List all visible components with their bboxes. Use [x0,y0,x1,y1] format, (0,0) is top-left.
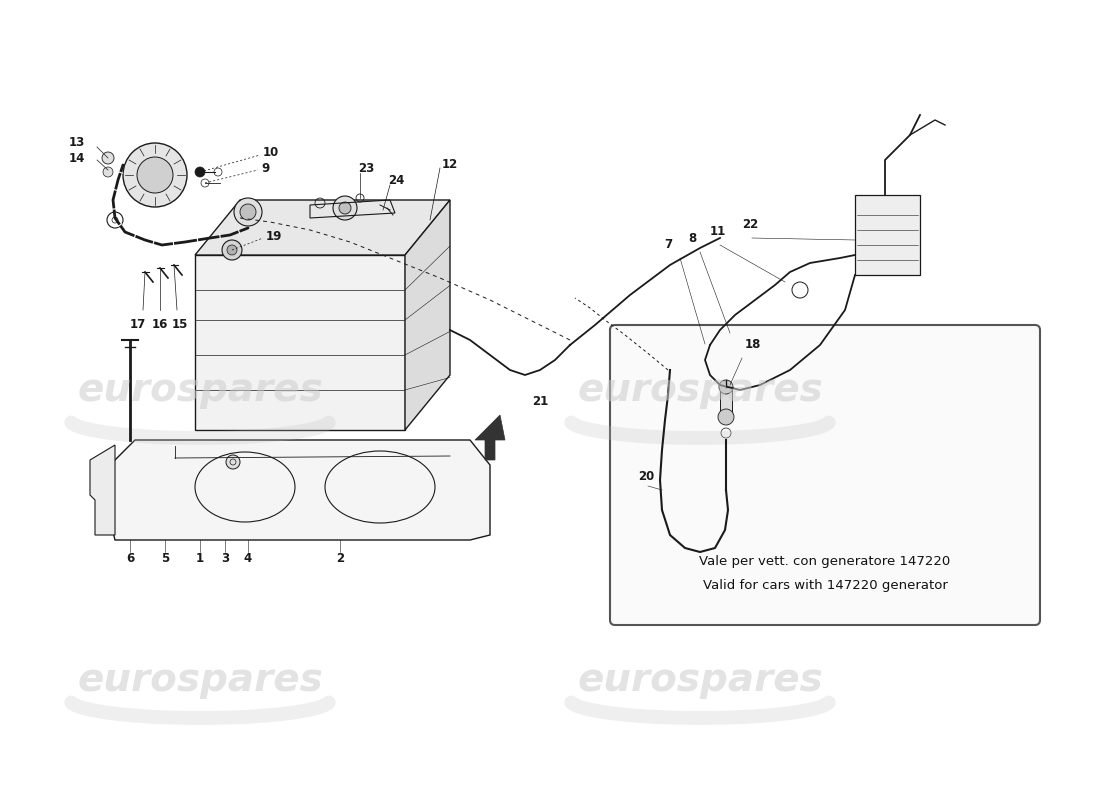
Polygon shape [405,200,450,430]
Text: 2: 2 [336,552,344,565]
Text: 8: 8 [688,232,696,245]
Text: 7: 7 [664,238,672,251]
Text: 10: 10 [263,146,279,159]
Polygon shape [475,415,505,460]
Text: 15: 15 [172,318,188,331]
Circle shape [222,240,242,260]
Polygon shape [110,440,489,540]
Text: eurospares: eurospares [77,371,323,409]
Circle shape [195,167,205,177]
Circle shape [718,333,743,357]
Polygon shape [90,445,116,535]
Text: 22: 22 [741,218,758,231]
Text: eurospares: eurospares [578,661,823,699]
Text: 24: 24 [388,174,405,187]
Circle shape [725,340,735,350]
Circle shape [138,157,173,193]
Text: eurospares: eurospares [578,371,823,409]
Bar [855,195,920,275]
Text: 17: 17 [130,318,146,331]
Text: eurospares: eurospares [77,661,323,699]
Circle shape [227,245,236,255]
Circle shape [339,202,351,214]
Text: 21: 21 [532,395,548,408]
Text: 11: 11 [710,225,726,238]
Circle shape [103,167,113,177]
Circle shape [102,152,114,164]
Text: Vale per vett. con generatore 147220: Vale per vett. con generatore 147220 [700,555,950,569]
Circle shape [123,143,187,207]
Bar [720,390,732,415]
Text: 14: 14 [68,151,85,165]
Text: 9: 9 [261,162,270,174]
Circle shape [333,196,358,220]
Circle shape [234,198,262,226]
Bar [195,255,405,430]
Circle shape [718,409,734,425]
Text: 13: 13 [68,137,85,150]
Circle shape [719,380,733,394]
Text: Valid for cars with 147220 generator: Valid for cars with 147220 generator [703,578,947,591]
Polygon shape [195,200,450,255]
Text: 19: 19 [266,230,283,243]
Text: 23: 23 [358,162,374,174]
Text: 4: 4 [244,552,252,565]
Text: 12: 12 [442,158,459,171]
Text: 1: 1 [196,552,205,565]
Text: 6: 6 [125,552,134,565]
Text: 18: 18 [745,338,761,351]
Text: 5: 5 [161,552,169,565]
Text: 20: 20 [638,470,654,483]
Text: 16: 16 [152,318,168,331]
FancyBboxPatch shape [610,325,1040,625]
Circle shape [226,455,240,469]
Text: 3: 3 [221,552,229,565]
Circle shape [240,204,256,220]
